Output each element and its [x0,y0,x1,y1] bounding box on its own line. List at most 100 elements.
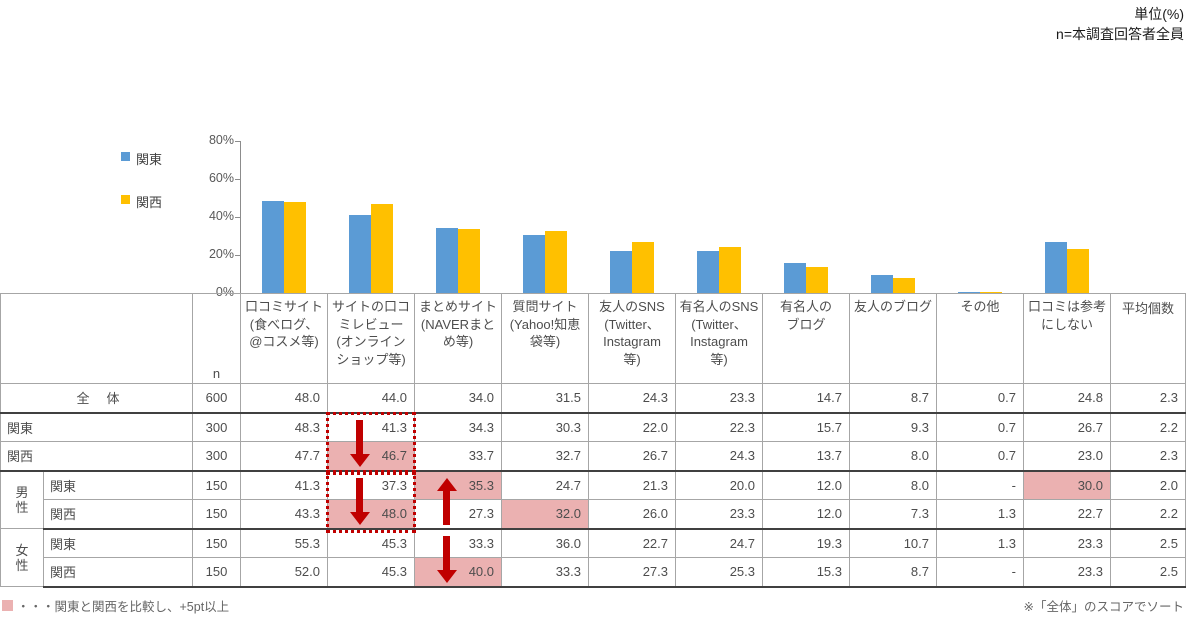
legend-label: 関西 [136,195,163,210]
row-label: 関西 [43,499,193,530]
value-cell: 32.0 [501,499,589,530]
value-cell: 22.7 [1023,499,1111,530]
value-cell: 20.0 [675,470,763,500]
value-cell: 36.0 [501,528,589,558]
value-cell: 10.7 [849,528,937,558]
average-value: 2.3 [1110,383,1186,414]
bar-関西-2 [371,204,393,293]
value-cell: 33.7 [414,441,502,472]
row-label: 関東 [0,412,193,442]
bar-関東-1 [262,201,284,293]
value-cell: 43.3 [240,499,328,530]
average-value: 2.0 [1110,470,1186,500]
n-value: 150 [192,499,241,530]
value-cell: 24.3 [588,383,676,414]
highlight-legend-text: ・・・関東と関西を比較し、+5pt以上 [17,600,230,614]
n-value: 150 [192,470,241,500]
value-cell: 23.3 [675,499,763,530]
category-header-1: 口コミサイト (食べログ、 @コスメ等) [240,293,328,384]
bar-関西-6 [719,247,741,293]
data-table: n 口コミサイト (食べログ、 @コスメ等) サイトの口コ ミレビュー (オンライン… [0,293,1186,588]
value-cell: 52.0 [240,557,328,588]
value-cell: 48.3 [240,412,328,442]
bar-関東-5 [610,251,632,293]
average-value: 2.5 [1110,557,1186,588]
value-cell: 23.3 [1023,528,1111,558]
value-cell: 12.0 [762,470,850,500]
bar-関西-8 [893,278,915,293]
value-cell: 24.7 [501,470,589,500]
row-label: 全 体 [0,383,193,414]
arrow-head [436,477,457,491]
value-cell: 40.0 [414,557,502,588]
chart-legend: 関東関西 [121,149,162,235]
value-cell: 21.3 [588,470,676,500]
average-value: 2.3 [1110,441,1186,472]
row-label: 関西 [0,441,193,472]
value-cell: 15.3 [762,557,850,588]
value-cell: 8.0 [849,441,937,472]
value-cell: 25.3 [675,557,763,588]
category-header-2: サイトの口コ ミレビュー (オンライン ショップ等) [327,293,415,384]
y-tick-mark [235,141,240,142]
bar-関東-3 [436,228,458,293]
bar-関西-4 [545,231,567,293]
value-cell: 9.3 [849,412,937,442]
y-tick-mark [235,217,240,218]
value-cell: 19.3 [762,528,850,558]
y-tick-mark [235,255,240,256]
highlight-legend: ・・・関東と関西を比較し、+5pt以上 [2,596,229,615]
bar-関西-7 [806,267,828,293]
pink-swatch [2,600,13,611]
average-value: 2.2 [1110,412,1186,442]
value-cell: 45.3 [327,528,415,558]
y-tick-label: 20% [208,247,234,261]
value-cell: 22.7 [588,528,676,558]
value-cell: 27.3 [588,557,676,588]
bar-関西-9 [980,292,1002,293]
value-cell: 35.3 [414,470,502,525]
value-cell: - [936,470,1024,500]
row-label: 関西 [43,557,193,588]
sample-note: n=本調査回答者全員 [1056,26,1184,42]
value-cell: 32.7 [501,441,589,472]
value-cell: 23.3 [1023,557,1111,588]
n-value: 150 [192,557,241,588]
bar-chart-plot [240,141,1111,293]
category-header-5: 友人のSNS (Twitter、 Instagram 等) [588,293,676,384]
group-label: 男性 [0,470,44,529]
average-count-header: 平均個数 [1110,293,1186,384]
legend-item-関東: 関東 [121,149,162,168]
n-column-header: n [192,293,241,384]
value-cell: 14.7 [762,383,850,414]
value-cell: 7.3 [849,499,937,530]
unit-note: 単位(%) n=本調査回答者全員 [1056,4,1184,44]
value-cell: 33.3 [501,557,589,588]
y-tick-label: 60% [208,171,234,185]
value-cell: 34.0 [414,383,502,414]
n-value: 600 [192,383,241,414]
bar-関西-10 [1067,249,1089,293]
category-header-8: 友人のブログ [849,293,937,384]
value-cell: 1.3 [936,528,1024,558]
group-label: 女性 [0,528,44,587]
value-cell: 27.3 [414,499,502,530]
header-blank [0,293,193,384]
value-cell: 23.3 [675,383,763,414]
category-header-6: 有名人のSNS (Twitter、 Instagram 等) [675,293,763,384]
sort-note: ※「全体」のスコアでソート [1023,600,1184,614]
category-header-7: 有名人の ブログ [762,293,850,384]
value-cell: 1.3 [936,499,1024,530]
value-cell: 34.3 [414,412,502,442]
bar-関西-3 [458,229,480,293]
value-cell: 26.0 [588,499,676,530]
bar-関東-4 [523,235,545,293]
value-cell: 0.7 [936,383,1024,414]
bar-関東-9 [958,292,980,293]
value-cell: 22.3 [675,412,763,442]
value-cell: 30.3 [501,412,589,442]
average-value: 2.2 [1110,499,1186,530]
value-cell: - [936,557,1024,588]
value-cell: 8.0 [849,470,937,500]
